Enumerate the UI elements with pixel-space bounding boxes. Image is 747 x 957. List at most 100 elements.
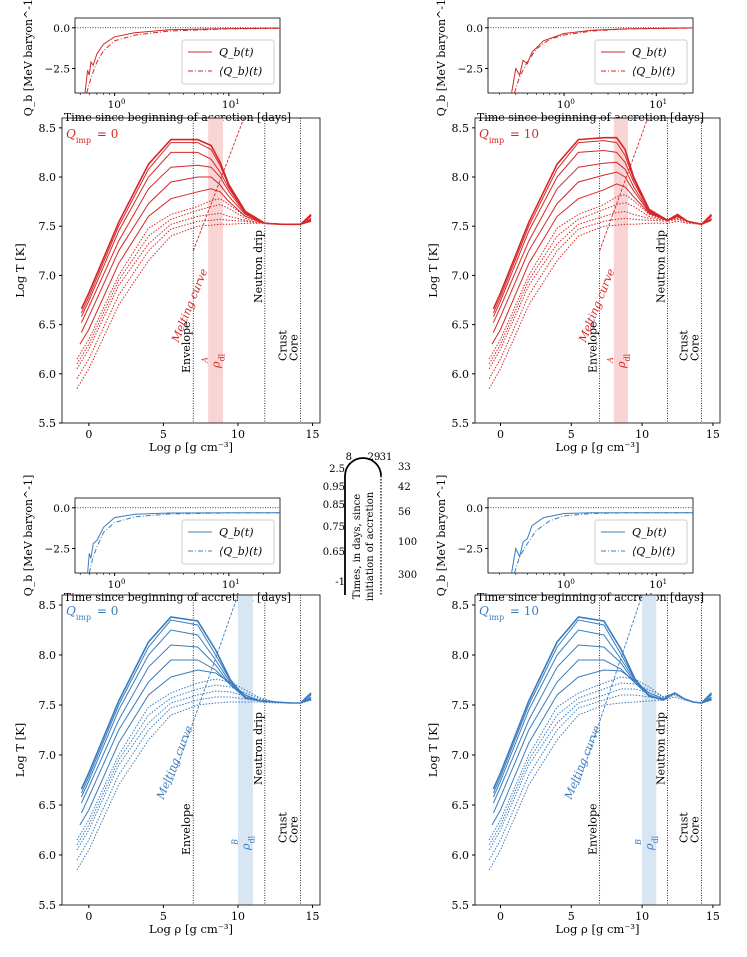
x-tick-label: 101 — [222, 98, 240, 111]
legend-time-label: 0.95 — [323, 482, 345, 493]
melting-curve-label: Melting curve — [562, 723, 604, 802]
y-tick-label: 7.0 — [39, 749, 57, 762]
bottom-right-small-panel: 0.0 −2.5 100 101 Q_b(t) ⟨Q_b⟩(t) Time since be… — [435, 475, 704, 604]
y-axis-label: Log T [K] — [426, 723, 440, 777]
y-tick-label: −2.5 — [458, 64, 484, 76]
y-tick-label: 6.5 — [39, 319, 57, 332]
band-label: ρdlA — [201, 353, 227, 369]
legend-title-line1: Times, in days, since — [352, 494, 363, 599]
core-label: Core — [288, 816, 301, 843]
temperature-profile-10 — [492, 616, 713, 790]
legend-arc-solid — [344, 457, 382, 595]
y-tick-label: 8.5 — [39, 599, 57, 612]
y-tick-label: 8.0 — [39, 171, 57, 184]
density-band — [613, 118, 628, 423]
core-label: Core — [288, 334, 301, 361]
y-tick-label: 7.5 — [39, 220, 57, 233]
density-band — [208, 118, 224, 423]
y-axis-label: Log T [K] — [426, 243, 440, 297]
temperature-profile-10 — [80, 616, 312, 790]
temperature-profile-0 — [76, 220, 312, 389]
temperature-profile-4 — [76, 678, 312, 841]
axes-frame — [74, 17, 281, 94]
legend-time-label: 100 — [398, 537, 417, 548]
top-left-big-panel: 5.5 6.0 6.5 7.0 7.5 8.0 8.5 0 5 10 15 Envelope Neutr… — [13, 117, 321, 454]
x-tick-label: 10 — [231, 910, 245, 923]
x-tick-label: 101 — [222, 578, 240, 591]
temperature-profile-2 — [76, 690, 312, 851]
x-tick-label: 10 — [635, 910, 649, 923]
y-tick-label: 5.5 — [39, 417, 57, 430]
x-tick-label: 10 — [635, 428, 649, 441]
x-tick-label: 100 — [557, 98, 575, 111]
legend-time-label: 300 — [398, 570, 417, 581]
legend-time-label: -1 — [335, 577, 345, 588]
legend-label: ⟨Q_b⟩(t) — [219, 545, 262, 558]
bottom-left-small-panel: 0.0 −2.5 100 101 Q_b(t) ⟨Q_b⟩(t) Time since be… — [22, 475, 291, 604]
series-line-1 — [86, 27, 280, 93]
legend-time-label: 31 — [380, 452, 393, 463]
legend-time-label: 29 — [368, 452, 381, 463]
legend-label: Q_b(t) — [632, 46, 667, 59]
top-left-small-panel: 0.0 −2.5 100 101 Q_b(t) ⟨Q_b⟩(t) Time since be… — [22, 0, 291, 124]
y-tick-label: 7.5 — [452, 220, 470, 233]
legend-box — [594, 519, 688, 565]
x-tick-label: 0 — [497, 428, 504, 441]
band-label: ρdlB — [634, 835, 660, 851]
series-line-0 — [511, 512, 693, 573]
legend-label: ⟨Q_b⟩(t) — [219, 65, 262, 78]
axes-frame — [487, 17, 694, 94]
band-label: ρdlB — [230, 835, 256, 851]
crust-label: Crust — [277, 812, 290, 843]
temperature-profile-1 — [488, 217, 712, 379]
x-tick-label: 15 — [306, 428, 320, 441]
temperature-profile-0 — [488, 219, 712, 389]
x-axis-label: Log ρ [g cm⁻³] — [555, 440, 639, 454]
legend-label: ⟨Q_b⟩(t) — [632, 545, 675, 558]
y-tick-label: 5.5 — [39, 899, 57, 912]
legend-label: Q_b(t) — [632, 526, 667, 539]
axes-frame — [61, 594, 321, 906]
axes-frame — [474, 594, 721, 906]
series-line-1 — [513, 27, 693, 93]
legend-time-label: 2.5 — [329, 464, 345, 475]
temperature-profile-5 — [79, 188, 312, 345]
series-line-1 — [88, 512, 280, 573]
x-tick-label: 0 — [497, 910, 504, 923]
temperature-profile-3 — [76, 204, 312, 365]
y-tick-label: 6.0 — [39, 849, 57, 862]
temperature-profile-6 — [80, 176, 312, 333]
x-tick-label: 101 — [649, 578, 667, 591]
envelope-label: Envelope — [180, 321, 193, 373]
legend-label: Q_b(t) — [219, 526, 254, 539]
q-imp-label: Qimp = 10 — [479, 604, 539, 622]
band-label: ρdlA — [606, 353, 632, 369]
legend-time-label: 0.85 — [323, 500, 345, 511]
bottom-left-big-panel: 5.5 6.0 6.5 7.0 7.5 8.0 8.5 0 5 10 15 Envelope Neutr… — [13, 594, 321, 936]
x-axis-label: Log ρ [g cm⁻³] — [149, 440, 233, 454]
core-label: Core — [689, 816, 702, 843]
axes-frame — [74, 497, 281, 574]
y-tick-label: 7.0 — [39, 269, 57, 282]
x-tick-label: 0 — [85, 428, 92, 441]
density-band — [642, 595, 657, 905]
temperature-profile-5 — [491, 669, 712, 826]
neutron-drip-label: Neutron drip — [655, 712, 668, 785]
temperature-profile-0 — [488, 696, 712, 871]
x-tick-label: 5 — [568, 910, 575, 923]
y-tick-label: 6.0 — [39, 368, 57, 381]
y-tick-label: −2.5 — [458, 544, 484, 556]
y-axis-label: Q_b [MeV baryon^-1] — [22, 475, 35, 597]
q-imp-label: Qimp = 10 — [479, 127, 539, 145]
y-tick-label: 6.0 — [452, 368, 470, 381]
y-tick-label: 8.5 — [452, 122, 470, 135]
y-tick-label: 8.5 — [452, 599, 470, 612]
legend-box — [594, 39, 688, 85]
x-tick-label: 0 — [85, 910, 92, 923]
x-tick-label: 5 — [160, 910, 167, 923]
top-right-small-panel: 0.0 −2.5 100 101 Q_b(t) ⟨Q_b⟩(t) Time since be… — [435, 0, 704, 124]
temperature-profile-7 — [80, 644, 312, 804]
legend-label: ⟨Q_b⟩(t) — [632, 65, 675, 78]
crust-label: Crust — [678, 330, 691, 361]
temperature-profile-2 — [488, 210, 712, 370]
